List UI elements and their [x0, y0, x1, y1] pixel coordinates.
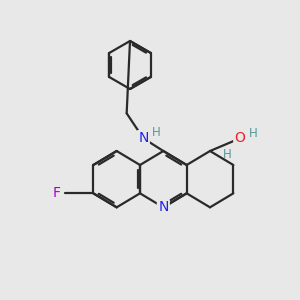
Text: F: F: [53, 186, 61, 200]
Text: N: N: [138, 131, 148, 145]
Text: H: H: [249, 127, 257, 140]
Text: N: N: [158, 200, 169, 214]
Text: O: O: [235, 131, 245, 145]
Text: H: H: [223, 148, 231, 161]
Text: H: H: [152, 126, 161, 139]
